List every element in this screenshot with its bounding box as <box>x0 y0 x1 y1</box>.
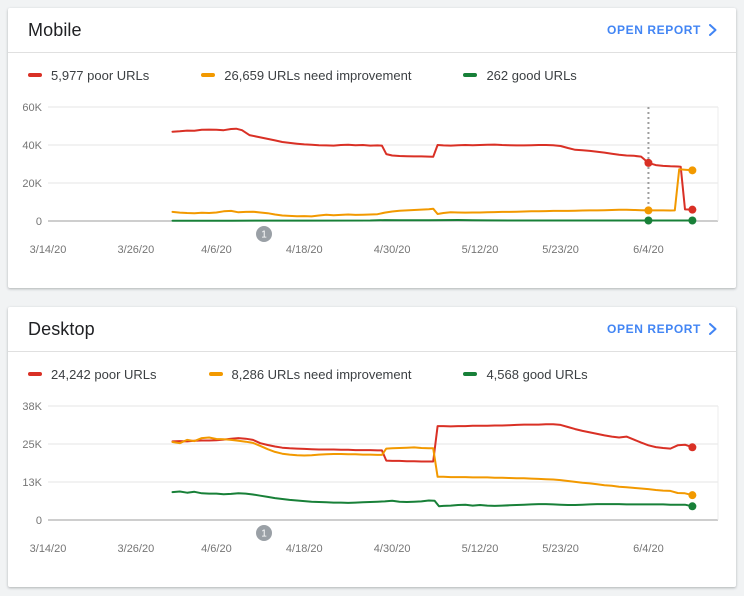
annotation-marker-label: 1 <box>261 230 267 241</box>
legend-item-poor[interactable]: 5,977 poor URLs <box>28 68 149 83</box>
x-axis-tick-label: 5/12/20 <box>462 244 499 256</box>
legend-label: 5,977 poor URLs <box>51 67 150 83</box>
data-point-dot <box>688 205 697 214</box>
x-axis-tick-label: 3/14/20 <box>30 543 67 555</box>
poor-series-swatch <box>28 73 42 77</box>
open-report-label: OPEN REPORT <box>607 23 701 37</box>
y-axis-tick-label: 0 <box>36 216 42 228</box>
legend-label: 8,286 URLs need improvement <box>231 366 412 382</box>
x-axis-tick-label: 3/14/20 <box>30 244 67 256</box>
y-axis-tick-label: 13K <box>22 477 42 489</box>
mobile-urls-line-chart[interactable]: 0 20K 40K 60K 3/14/20 3/26/20 4/6/20 4/18/20 4/3… <box>8 91 736 271</box>
header-divider <box>8 351 736 352</box>
data-point-dot <box>644 158 653 167</box>
x-axis-tick-label: 3/26/20 <box>118 244 155 256</box>
card-title-mobile: Mobile <box>28 19 82 40</box>
poor-series-swatch <box>28 372 42 376</box>
y-axis-tick-label: 20K <box>22 178 42 190</box>
data-point-dot <box>644 216 653 225</box>
data-point-dot <box>688 166 697 175</box>
series-line-poor-urls <box>171 423 694 463</box>
data-point-dot <box>644 206 653 215</box>
legend-item-good[interactable]: 262 good URLs <box>463 67 577 83</box>
annotation-marker-label: 1 <box>261 529 267 540</box>
x-axis-tick-label: 3/26/20 <box>118 543 155 555</box>
mobile-card-header: Mobile OPEN REPORT <box>8 8 736 52</box>
data-point-dot <box>688 491 697 500</box>
x-axis-tick-label: 4/30/20 <box>374 543 411 555</box>
legend-label: 262 good URLs <box>486 67 577 83</box>
legend-label: 4,568 good URLs <box>486 366 588 382</box>
legend-item-poor[interactable]: 24,242 poor URLs <box>28 367 157 382</box>
chevron-right-icon <box>709 24 717 36</box>
chevron-right-icon <box>709 323 717 335</box>
annotation-marker[interactable] <box>256 525 273 541</box>
series-line-poor-urls <box>171 127 694 211</box>
x-axis-tick-label: 6/4/20 <box>633 543 664 555</box>
card-title-desktop: Desktop <box>28 318 95 339</box>
open-report-link-mobile[interactable]: OPEN REPORT <box>607 23 718 37</box>
desktop-card: Desktop OPEN REPORT 24,242 poor URLs 8,2… <box>8 307 736 587</box>
x-axis-tick-label: 6/4/20 <box>633 244 664 256</box>
legend-mobile: 5,977 poor URLs 26,659 URLs need improve… <box>8 53 736 89</box>
needs-improvement-series-swatch <box>208 372 223 376</box>
x-axis-tick-label: 4/6/20 <box>201 244 232 256</box>
open-report-link-desktop[interactable]: OPEN REPORT <box>607 322 718 336</box>
y-axis-tick-label: 25K <box>22 439 42 451</box>
legend-item-good[interactable]: 4,568 good URLs <box>463 366 588 382</box>
legend-item-needs-improvement[interactable]: 26,659 URLs need improvement <box>201 68 411 83</box>
good-series-swatch <box>463 73 478 77</box>
x-axis-tick-label: 4/18/20 <box>286 244 323 256</box>
legend-item-needs-improvement[interactable]: 8,286 URLs need improvement <box>208 366 412 382</box>
x-axis-tick-label: 4/30/20 <box>374 244 411 256</box>
legend-label: 24,242 poor URLs <box>51 366 157 382</box>
y-axis-tick-label: 40K <box>22 140 42 152</box>
data-point-dot <box>688 443 697 452</box>
header-divider <box>8 52 736 53</box>
series-line-good-urls <box>171 490 694 508</box>
x-axis-tick-label: 5/12/20 <box>462 543 499 555</box>
x-axis-tick-label: 5/23/20 <box>542 543 579 555</box>
y-axis-tick-label: 0 <box>36 515 42 527</box>
annotation-marker[interactable] <box>256 226 273 242</box>
data-point-dot <box>688 216 697 225</box>
x-axis-tick-label: 4/18/20 <box>286 543 323 555</box>
open-report-label: OPEN REPORT <box>607 322 701 336</box>
y-axis-tick-label: 38K <box>22 401 42 413</box>
good-series-swatch <box>463 372 478 376</box>
legend-label: 26,659 URLs need improvement <box>224 67 412 83</box>
data-point-dot <box>688 502 697 511</box>
desktop-urls-line-chart[interactable]: 0 13K 25K 38K 3/14/20 3/26/20 4/6/20 4/18/20 4/3… <box>8 390 736 570</box>
x-axis-tick-label: 4/6/20 <box>201 543 232 555</box>
series-line-good-urls <box>171 219 694 222</box>
legend-desktop: 24,242 poor URLs 8,286 URLs need improve… <box>8 352 736 388</box>
y-axis-tick-label: 60K <box>22 102 42 114</box>
needs-improvement-series-swatch <box>201 73 216 77</box>
series-line-urls-need-improvement <box>171 168 694 218</box>
mobile-card: Mobile OPEN REPORT 5,977 poor URLs 26,65… <box>8 8 736 288</box>
x-axis-tick-label: 5/23/20 <box>542 244 579 256</box>
series-line-urls-need-improvement <box>171 436 694 497</box>
desktop-card-header: Desktop OPEN REPORT <box>8 307 736 351</box>
